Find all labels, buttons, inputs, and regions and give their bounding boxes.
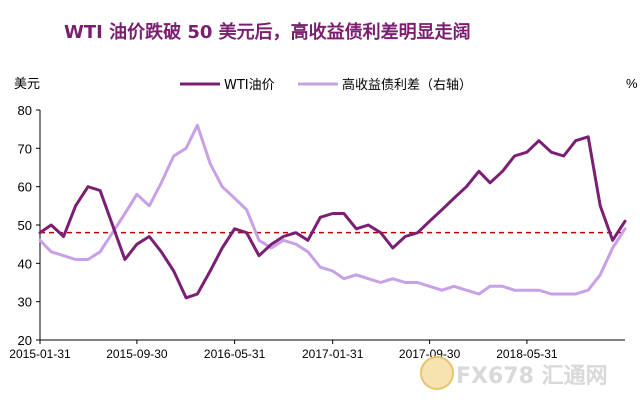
series-line-wti	[38, 135, 627, 300]
x-tick-label: 2015-01-31	[9, 347, 71, 361]
watermark: FX678 汇通网	[416, 352, 626, 394]
y-tick-label: 80	[18, 103, 32, 118]
left-axis-unit: 美元	[14, 77, 40, 92]
x-tick-label: 2017-01-31	[302, 347, 364, 361]
legend-item-spread-label: 高收益债利差（右轴）	[342, 77, 472, 93]
right-axis-unit: %	[626, 76, 638, 91]
chart-axes: 80 70 60 50 40 30 20 美元 % 2015-01-31 2015-09-30 201…	[9, 76, 638, 361]
y-tick-label: 30	[18, 295, 32, 310]
y-tick-label: 70	[18, 141, 32, 156]
x-tick-label: 2016-05-31	[204, 347, 266, 361]
y-tick-label: 20	[18, 333, 32, 348]
y-tick-label: 50	[18, 218, 32, 233]
x-tick-label: 2018-05-31	[496, 347, 558, 361]
x-tick-label: 2015-09-30	[106, 347, 168, 361]
watermark-logo-icon	[420, 356, 454, 390]
chart-title: WTI 油价跌破 50 美元后，高收益债利差明显走阔	[64, 22, 471, 43]
y-tick-label: 40	[18, 256, 32, 271]
series-line-spread	[38, 123, 627, 296]
legend: WTI油价 高收益债利差（右轴）	[180, 77, 472, 93]
watermark-text: FX678 汇通网	[456, 364, 608, 389]
y-tick-label: 60	[18, 180, 32, 195]
legend-item-wti-label: WTI油价	[224, 78, 275, 93]
series-group	[38, 123, 627, 300]
